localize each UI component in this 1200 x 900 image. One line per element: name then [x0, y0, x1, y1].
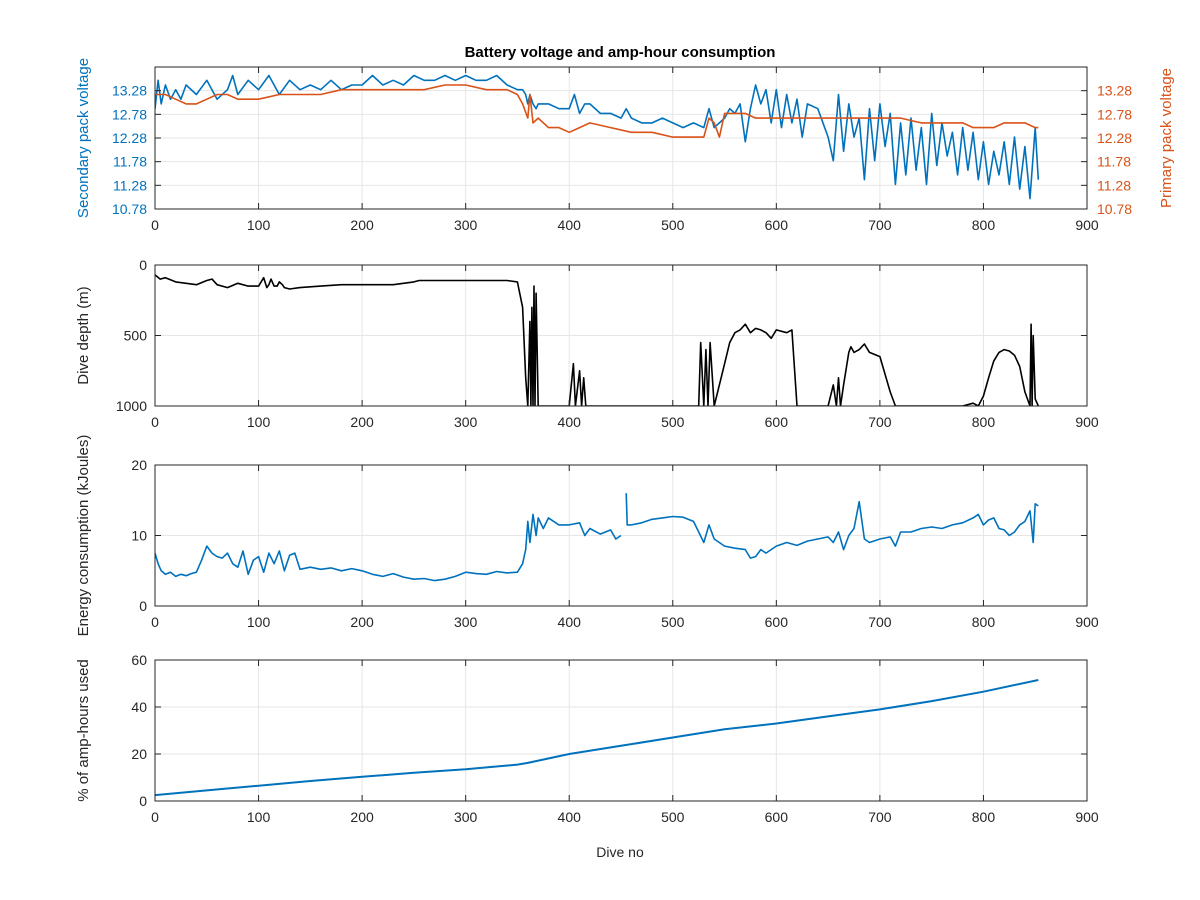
- x-tick-label: 800: [972, 809, 996, 825]
- y-tick-label: 11.78: [113, 154, 147, 170]
- x-tick-label: 900: [1075, 217, 1099, 233]
- x-tick-label: 100: [247, 614, 271, 630]
- panel-3: 0 100 200 300 400 500 600 700 800 900 0 10 20 Energy …: [75, 435, 1099, 637]
- y-tick-label-right: 11.78: [1097, 154, 1131, 170]
- y-tick-label: 60: [131, 652, 147, 668]
- x-tick-label: 200: [350, 414, 374, 430]
- x-tick-label: 800: [972, 217, 996, 233]
- x-tick-label: 700: [868, 614, 892, 630]
- x-tick-label: 700: [868, 217, 892, 233]
- x-tick-label: 0: [151, 414, 159, 430]
- y-axis-label-right: Primary pack voltage: [1158, 68, 1175, 208]
- x-tick-label: 0: [151, 809, 159, 825]
- y-tick-label: 10: [131, 528, 147, 544]
- y-tick-label: 0: [139, 598, 147, 614]
- x-tick-label: 400: [558, 217, 582, 233]
- x-tick-label: 200: [350, 217, 374, 233]
- x-axis-label: Dive no: [596, 844, 644, 860]
- y-tick-label: 0: [139, 257, 147, 273]
- y-tick-label: 500: [124, 328, 148, 344]
- y-tick-label: 40: [131, 699, 147, 715]
- x-tick-label: 0: [151, 614, 159, 630]
- x-tick-label: 200: [350, 809, 374, 825]
- y-tick-label: 1000: [116, 398, 147, 414]
- x-tick-label: 400: [558, 809, 582, 825]
- y-axis-label: % of amp-hours used: [75, 659, 92, 802]
- y-tick-label: 20: [131, 457, 147, 473]
- x-tick-label: 300: [454, 809, 478, 825]
- x-tick-label: 500: [661, 809, 685, 825]
- x-tick-label: 0: [151, 217, 159, 233]
- y-tick-label: 12.28: [112, 130, 147, 146]
- x-tick-label: 900: [1075, 414, 1099, 430]
- y-tick-label-right: 12.78: [1097, 106, 1132, 122]
- y-tick-label: 12.78: [112, 106, 147, 122]
- x-tick-label: 800: [972, 614, 996, 630]
- chart-title: Battery voltage and amp-hour consumption: [465, 44, 776, 61]
- x-tick-label: 700: [868, 414, 892, 430]
- y-tick-label: 10.78: [112, 201, 147, 217]
- x-tick-label: 300: [454, 217, 478, 233]
- panel-4: 0 100 200 300 400 500 600 700 800 900 0 20 40 60 % of …: [75, 652, 1099, 825]
- axes-box: [154, 659, 1088, 802]
- x-tick-label: 700: [868, 809, 892, 825]
- series-line-1: [155, 74, 1040, 200]
- y-tick-label-right: 13.28: [1097, 83, 1132, 99]
- x-tick-label: 100: [247, 217, 271, 233]
- panels: 0 100 200 300 400 500 600 700 800 90010.7811.2811…: [75, 58, 1175, 825]
- series-line-1: [155, 679, 1039, 797]
- x-tick-label: 400: [558, 414, 582, 430]
- y-axis-label: Dive depth (m): [75, 286, 92, 384]
- x-tick-label: 600: [765, 614, 789, 630]
- x-tick-label: 900: [1075, 614, 1099, 630]
- x-tick-label: 400: [558, 614, 582, 630]
- x-tick-label: 200: [350, 614, 374, 630]
- y-tick-label-right: 10.78: [1097, 201, 1132, 217]
- x-tick-label: 800: [972, 414, 996, 430]
- x-tick-label: 100: [247, 414, 271, 430]
- y-tick-label: 13.28: [112, 83, 147, 99]
- y-tick-label: 20: [131, 746, 147, 762]
- x-tick-label: 900: [1075, 809, 1099, 825]
- y-tick-label-right: 12.28: [1097, 130, 1132, 146]
- y-axis-label: Secondary pack voltage: [75, 58, 92, 218]
- x-tick-label: 500: [661, 614, 685, 630]
- x-tick-label: 500: [661, 414, 685, 430]
- x-tick-label: 300: [454, 414, 478, 430]
- y-tick-label: 0: [139, 793, 147, 809]
- series-line-2: [155, 84, 1039, 138]
- y-tick-label-right: 11.28: [1097, 177, 1131, 193]
- y-tick-label: 11.28: [113, 177, 147, 193]
- x-tick-label: 600: [765, 809, 789, 825]
- x-tick-label: 600: [765, 217, 789, 233]
- panel-2: 0 100 200 300 400 500 600 700 800 900 0 500 1000 Dive…: [75, 257, 1099, 430]
- x-tick-label: 500: [661, 217, 685, 233]
- x-tick-label: 600: [765, 414, 789, 430]
- y-axis-label: Energy consumption (kJoules): [75, 435, 92, 637]
- series-line-1: [155, 274, 1040, 406]
- x-tick-label: 300: [454, 614, 478, 630]
- panel-1: 0 100 200 300 400 500 600 700 800 90010.7811.2811…: [75, 58, 1175, 233]
- x-tick-label: 100: [247, 809, 271, 825]
- series-line-1: [155, 493, 1039, 582]
